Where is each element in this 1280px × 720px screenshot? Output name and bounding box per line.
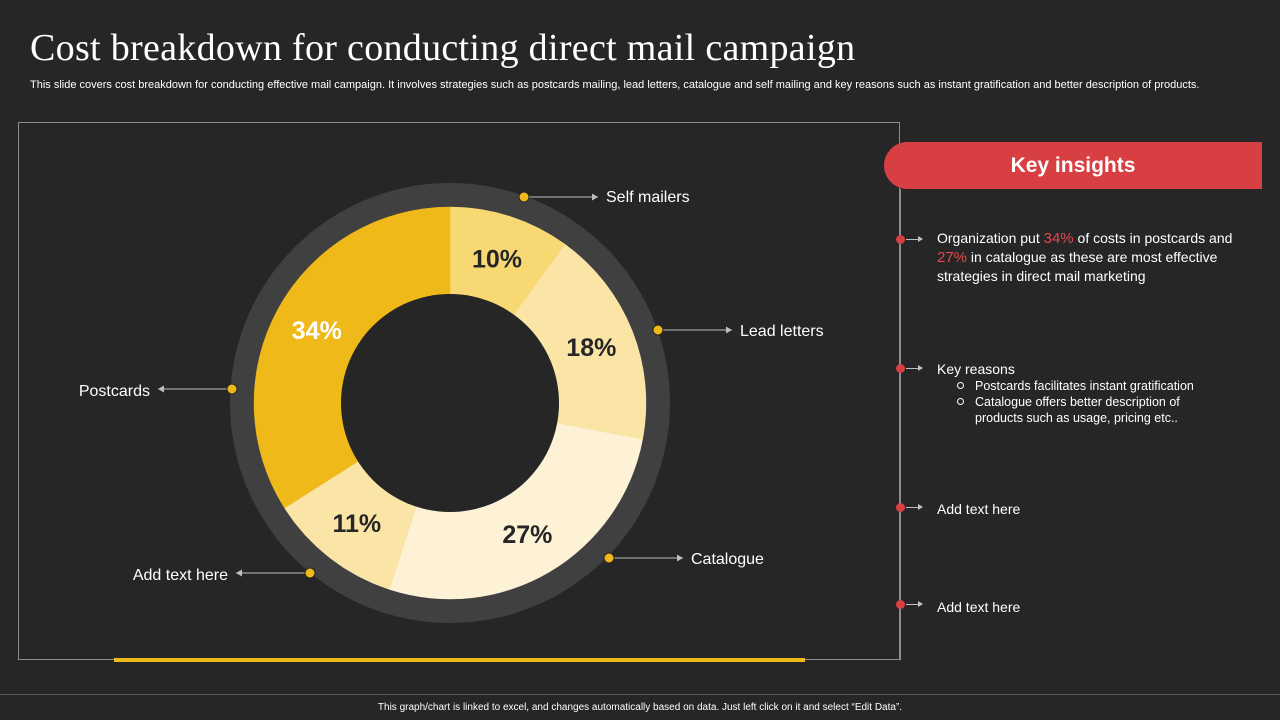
callout-dot [652, 324, 664, 336]
insight-2-text: Key reasons Postcards facilitates instan… [937, 360, 1227, 426]
category-label: Add text here [133, 567, 228, 584]
callout-dot [518, 191, 530, 203]
key-reasons-label: Key reasons [937, 361, 1015, 377]
category-label: Postcards [79, 383, 150, 400]
insight-2-arrow [906, 365, 923, 371]
slice-value-label: 34% [292, 317, 342, 345]
insight-1-arrow [906, 236, 923, 242]
callout-dot [304, 567, 316, 579]
slice-value-label: 27% [502, 521, 552, 549]
insight-4-arrow [906, 601, 923, 607]
callout-arrowhead [677, 554, 683, 562]
insight-4-text: Add text here [937, 599, 1021, 615]
footer-divider [0, 694, 1280, 695]
callout-arrowhead [726, 326, 732, 334]
insight-3-text: Add text here [937, 501, 1021, 517]
callout-dot [603, 552, 615, 564]
callout-arrowhead [592, 193, 598, 201]
insight-3-arrow [906, 504, 923, 510]
insight-1-dot [896, 235, 905, 244]
page-subtitle: This slide covers cost breakdown for con… [30, 79, 1200, 91]
highlight-postcards: 34% [1043, 230, 1074, 247]
key-reasons-list: Postcards facilitates instant gratificat… [937, 378, 1227, 426]
insight-4-dot [896, 600, 905, 609]
donut-hole [341, 294, 559, 512]
callout-arrowhead [236, 569, 242, 577]
category-label: Self mailers [606, 189, 690, 206]
insights-divider [900, 189, 901, 660]
highlight-catalogue: 27% [937, 249, 968, 266]
category-label: Catalogue [691, 551, 764, 568]
reason-item: Postcards facilitates instant gratificat… [937, 378, 1227, 394]
callout-dot [226, 383, 238, 395]
insight-1-text: Organization put 34% of costs in postcar… [937, 230, 1233, 284]
slice-value-label: 11% [333, 510, 382, 538]
slice-value-label: 18% [566, 334, 616, 362]
donut-chart[interactable]: 10% 18% 27% 11% 34% Self mailers Lead letters C… [0, 0, 900, 700]
reason-item: Catalogue offers better description of p… [937, 394, 1227, 426]
footer-note: This graph/chart is linked to excel, and… [377, 702, 903, 713]
key-insights-header: Key insights [884, 142, 1262, 189]
page-title: Cost breakdown for conducting direct mai… [30, 27, 856, 69]
callout-arrowhead [158, 385, 164, 393]
slice-value-label: 10% [472, 245, 522, 273]
accent-bar [114, 658, 805, 662]
insight-3-dot [896, 503, 905, 512]
category-label: Lead letters [740, 323, 824, 340]
insight-2-dot [896, 364, 905, 373]
